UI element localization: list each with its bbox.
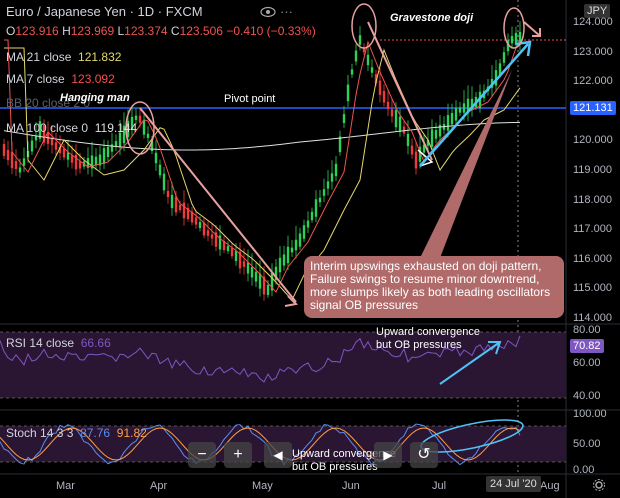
time-axis-label: Jul [432, 480, 447, 492]
rsi-note-line1: Upward convergence [376, 326, 480, 338]
rsi-tick-label: 80.00 [573, 324, 601, 336]
gravestone-doji-label: Gravestone doji [390, 12, 474, 24]
rsi-note-line2: but OB pressures [376, 339, 462, 351]
zoom-out-button[interactable]: − [188, 442, 216, 468]
rsi-line [0, 335, 521, 383]
time-axis-label: Apr [150, 480, 168, 492]
reset-chart-button[interactable]: ↺ [410, 442, 438, 468]
price-tick-label: 124.000 [573, 16, 613, 28]
stoch-tick-label: 100.00 [573, 408, 607, 420]
price-tick-label: 116.000 [573, 252, 612, 265]
time-axis-label: May [252, 480, 273, 492]
rsi-value-badge: 70.82 [570, 339, 604, 353]
pivot-price-badge: 121.131 [570, 101, 616, 115]
rsi-tick-label: 60.00 [573, 357, 601, 369]
analysis-callout: Interim upswings exhausted on doji patte… [304, 256, 564, 318]
hanging-man-label: Hanging man [60, 92, 130, 104]
downtrend-arrow-2 [367, 21, 433, 161]
pivot-point-label: Pivot point [224, 93, 276, 105]
price-tick-label: 119.000 [573, 164, 612, 176]
price-tick-label: 118.000 [573, 193, 612, 206]
zoom-in-button[interactable]: + [224, 442, 252, 468]
settings-gear-icon[interactable] [592, 478, 606, 492]
ma21-legend[interactable]: MA 21 close 121.832 [6, 50, 122, 64]
ma7-legend[interactable]: MA 7 close 123.092 [6, 72, 115, 86]
rsi-arrow [439, 341, 501, 385]
scroll-left-button[interactable]: ◀ [264, 442, 292, 468]
ma100-legend[interactable]: MA 100 close 0 119.144 [6, 121, 138, 135]
downtrend-arrowhead-1 [284, 295, 299, 307]
price-tick-label: 114.000 [573, 312, 612, 324]
chart-title: Euro / Japanese Yen · 1D · FXCM [6, 4, 203, 19]
rsi-arrowhead [488, 341, 502, 355]
stoch-tick-label: 50.00 [573, 438, 601, 450]
price-tick-label: 123.000 [573, 45, 613, 58]
stoch-tick-label: 0.00 [573, 464, 595, 476]
gravestone-arrowhead [532, 28, 541, 37]
ma7-line [4, 39, 521, 293]
more-options-icon[interactable]: ··· [280, 4, 293, 19]
currency-badge[interactable]: JPY [584, 4, 611, 18]
ma21-line [4, 47, 521, 301]
price-tick-label: 122.000 [573, 75, 613, 88]
stoch-note-line1: Upward convergence [292, 448, 396, 460]
bb-legend[interactable]: BB 20 close 2 0 [6, 96, 91, 110]
time-axis-label: Mar [56, 480, 75, 492]
stoch-d-line [0, 427, 521, 461]
top-ellipse [351, 3, 377, 49]
downtrend-arrow-1 [139, 107, 297, 303]
price-tick-label: 117.000 [573, 223, 612, 236]
stoch-legend[interactable]: Stoch 14 3 3 87.76 91.82 [6, 426, 147, 440]
callout-pointer [420, 70, 512, 258]
stoch-note-line2: but OB pressures [292, 461, 378, 473]
ma100-line [3, 121, 521, 151]
time-axis-label: Jun [342, 480, 360, 492]
rsi-tick-label: 40.00 [573, 390, 601, 402]
rsi-band [0, 332, 566, 398]
price-tick-label: 115.000 [573, 282, 612, 295]
candlestick-series [2, 21, 522, 301]
uptrend-arrow [419, 43, 529, 167]
scroll-right-button[interactable]: ▶ [374, 442, 402, 468]
price-tick-label: 120.000 [573, 134, 613, 147]
gravestone-ellipse [503, 7, 525, 49]
downtrend-arrowhead-2 [417, 149, 434, 167]
rsi-legend[interactable]: RSI 14 close 66.66 [6, 336, 111, 350]
eye-icon[interactable] [260, 6, 276, 18]
hanging-man-ellipse [125, 101, 155, 155]
ohlc-readout: O123.916 H123.969 L123.374 C123.506 −0.4… [6, 24, 316, 38]
time-cursor-label: 24 Jul '20 [486, 476, 541, 492]
gravestone-arrow [523, 21, 541, 37]
time-axis-label: Aug [540, 480, 560, 492]
